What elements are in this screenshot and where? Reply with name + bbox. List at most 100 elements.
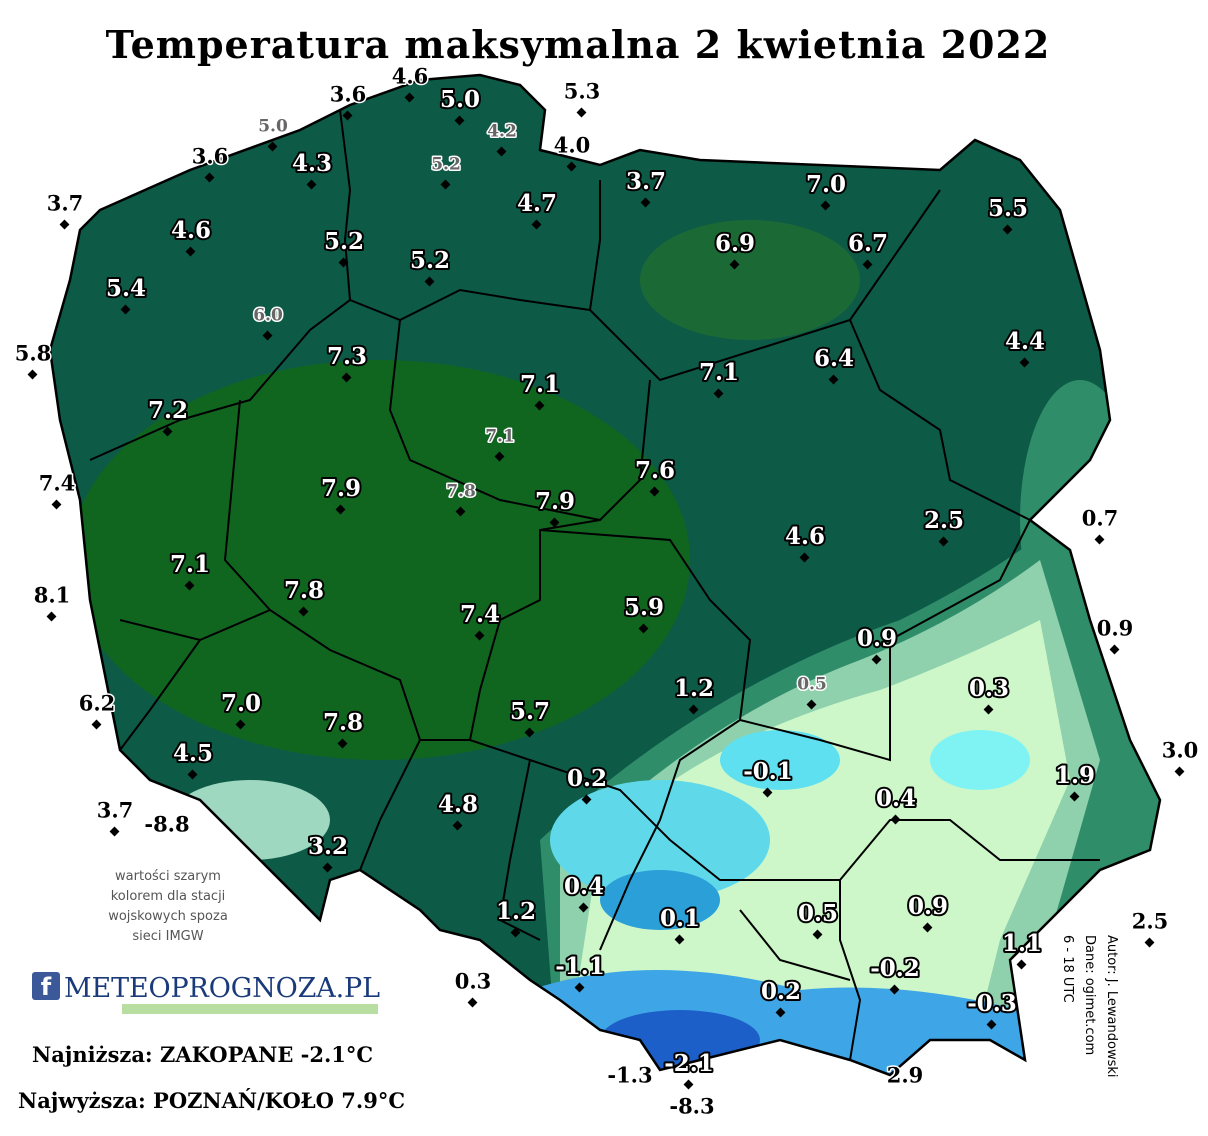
station-value: 0.3	[455, 969, 492, 994]
station-value: 6.7	[848, 230, 888, 257]
station-value: 3.7	[97, 798, 134, 823]
station-marker	[322, 862, 333, 873]
station-marker	[46, 611, 57, 622]
station-value: 0.2	[567, 765, 607, 792]
logo: f METEOPROGNOZA.PL	[32, 972, 380, 1014]
station-value: 7.8	[284, 577, 324, 604]
station-marker	[1002, 224, 1013, 235]
station-value: -8.8	[144, 812, 189, 837]
credit-line: Dane: ogimet.com	[1082, 935, 1097, 1055]
station-marker	[922, 922, 933, 933]
station-marker	[531, 219, 542, 230]
station-marker	[581, 794, 592, 805]
station-marker	[187, 769, 198, 780]
station-marker	[649, 486, 660, 497]
station-marker	[1016, 959, 1027, 970]
station-value: 5.4	[106, 275, 146, 302]
station-value: 7.4	[460, 601, 500, 628]
station-marker	[267, 141, 278, 152]
station-value: 5.3	[564, 79, 601, 104]
station-value: 3.7	[47, 191, 84, 216]
station-value: 0.9	[857, 625, 897, 652]
station-marker	[496, 146, 507, 157]
station-value: 5.9	[624, 594, 664, 621]
note-line: sieci IMGW	[132, 929, 203, 944]
station-value: 0.7	[1082, 506, 1119, 531]
station-value: 3.2	[308, 833, 348, 860]
station-marker	[729, 259, 740, 270]
station-marker	[688, 704, 699, 715]
station-value: 0.9	[908, 893, 948, 920]
station-marker	[51, 499, 62, 510]
station-value: 7.8	[323, 709, 363, 736]
station-value: 5.5	[988, 195, 1028, 222]
station-marker	[762, 787, 773, 798]
station-value: -1.1	[555, 953, 605, 980]
station-value: 7.1	[699, 359, 739, 386]
note-line: kolorem dla stacji	[111, 889, 226, 904]
station-marker	[455, 506, 466, 517]
station-value: 4.7	[517, 190, 557, 217]
station-marker	[335, 504, 346, 515]
note: wartości szarym kolorem dla stacji wojskow…	[108, 869, 228, 944]
station-marker	[467, 997, 478, 1008]
station-value: 7.0	[806, 171, 846, 198]
station-marker	[424, 276, 435, 287]
station-value: 0.5	[797, 675, 827, 695]
station-marker	[713, 388, 724, 399]
station-value: 8.1	[34, 583, 71, 608]
station-marker	[871, 654, 882, 665]
station-value: 2.5	[924, 507, 964, 534]
station-value: 7.6	[635, 457, 675, 484]
station-value: 1.2	[496, 898, 536, 925]
station-marker	[337, 738, 348, 749]
station-value: -1.3	[607, 1063, 652, 1088]
station-marker	[986, 1019, 997, 1030]
station-value: 7.9	[535, 488, 575, 515]
station-marker	[1174, 766, 1185, 777]
station-value: -8.3	[669, 1094, 714, 1119]
station-value: 5.8	[15, 341, 52, 366]
station-marker	[820, 200, 831, 211]
station-value: 1.1	[1002, 930, 1042, 957]
station-value: 4.3	[292, 150, 332, 177]
station-marker	[452, 820, 463, 831]
station-value: 0.4	[564, 873, 604, 900]
station-marker	[812, 929, 823, 940]
station-value: 6.0	[253, 306, 283, 326]
note-line: wojskowych spoza	[108, 909, 228, 924]
stations: 5.04.33.7 7.05.54.6 5.2 6.9 6.75.25.44.47.3 6…	[13, 62, 1200, 1120]
station-marker	[1019, 357, 1030, 368]
station-marker	[185, 246, 196, 257]
station-value: 5.7	[510, 698, 550, 725]
station-value: 5.2	[324, 228, 364, 255]
station-value: 5.0	[258, 117, 288, 137]
station-marker	[828, 374, 839, 385]
station-marker	[298, 606, 309, 617]
station-value: -0.3	[967, 990, 1017, 1017]
station-marker	[640, 197, 651, 208]
station-value: 4.4	[1005, 328, 1045, 355]
station-marker	[983, 704, 994, 715]
station-value: 4.6	[392, 64, 429, 89]
station-value: 3.0	[1162, 738, 1199, 763]
region-borders	[89, 109, 1100, 1061]
station-marker	[806, 699, 817, 710]
station-value: -0.1	[743, 758, 793, 785]
station-marker	[109, 826, 120, 837]
station-value: 0.2	[761, 978, 801, 1005]
station-marker	[184, 580, 195, 591]
station-value: 7.2	[148, 397, 188, 424]
station-marker	[574, 982, 585, 993]
station-marker	[1109, 644, 1120, 655]
station-marker	[524, 727, 535, 738]
station-value: 5.2	[410, 247, 450, 274]
station-marker	[440, 179, 451, 190]
station-marker	[59, 219, 70, 230]
station-marker	[938, 536, 949, 547]
station-marker	[775, 1007, 786, 1018]
station-value: 6.4	[814, 345, 854, 372]
credit-line: Autor: J. Lewandowski	[1104, 935, 1119, 1078]
station-value: 7.1	[520, 371, 560, 398]
